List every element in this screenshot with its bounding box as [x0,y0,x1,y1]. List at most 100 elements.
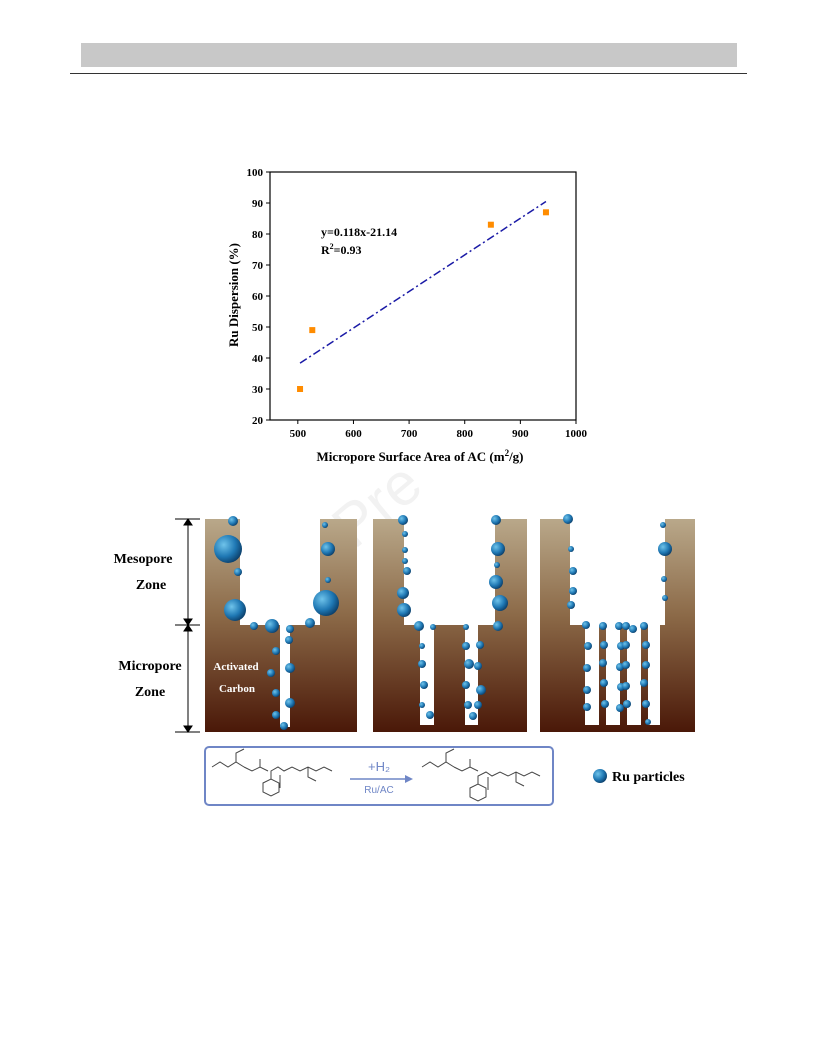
ru-particle [640,622,648,630]
ru-particle [397,587,409,599]
activated-label: Activated [213,661,258,673]
data-point [542,209,549,216]
reactant-structure [211,748,333,797]
ru-particle [642,700,650,708]
ru-particle [265,619,279,633]
ru-particle [658,542,672,556]
ru-particle [623,700,631,708]
ru-particle [491,542,505,556]
ru-particle [640,679,648,687]
legend-label: Ru particles [612,770,685,785]
ru-particle [402,531,408,537]
ru-particle [234,568,242,576]
x-tick-label: 900 [512,428,529,440]
y-tick-label: 70 [252,260,264,272]
ru-particle [474,701,482,709]
ru-particle [622,661,630,669]
ru-particle [662,595,668,601]
ru-particle [462,642,470,650]
ru-particle [568,546,574,552]
ru-particle [622,622,630,630]
ru-particle [622,682,630,690]
ru-particle [462,681,470,689]
mesopore-zone-label: Zone [136,578,166,593]
carbon-panel-2 [373,519,527,732]
ru-particle [563,514,573,524]
scatter-chart: 500 600 700 800 900 1000 20 30 40 50 60 70 80 90 100 y… [226,167,588,464]
ru-particle [600,679,608,687]
ru-particle [599,622,607,630]
y-tick-label: 40 [252,353,264,365]
ru-particle [397,603,411,617]
x-tick-label: 600 [345,428,362,440]
x-tick-label: 700 [401,428,418,440]
ru-particle [569,587,577,595]
micropore-label: Micropore [118,659,181,674]
header-bar [81,43,737,67]
ru-particle [420,681,428,689]
ru-particle [402,547,408,553]
y-tick-label: 90 [252,198,264,210]
micropore-zone-label: Zone [135,685,165,700]
y-tick-label: 60 [252,291,264,303]
carbon-label: Carbon [219,683,255,695]
data-point [487,221,494,228]
product-structure [421,748,541,802]
ru-particle [642,641,650,649]
ru-particle [645,719,651,725]
catalyst-label: Ru/AC [364,785,393,796]
ru-particle [313,590,339,616]
ru-particle [214,535,242,563]
data-point [309,327,316,334]
ru-particle [583,703,591,711]
carbon-panel-1 [205,519,357,732]
ru-particle [491,515,501,525]
fit-equation: y=0.118x-21.14 [321,225,397,239]
r-squared: R2=0.93 [321,242,362,257]
ru-particle [414,621,424,631]
ru-particle [464,701,472,709]
carbon-panel-3 [540,519,695,732]
ru-particle [476,685,486,695]
ru-particle [426,711,434,719]
ru-particle [660,522,666,528]
ru-particle [228,516,238,526]
ru-particle [583,664,591,672]
ru-particle [398,515,408,525]
ru-particle [584,642,592,650]
ru-particle [661,576,667,582]
y-tick-label: 20 [252,415,264,427]
x-tick-label: 800 [456,428,473,440]
reaction-box [204,746,554,806]
legend-particle-icon [593,769,607,783]
ru-particle [272,689,280,697]
ru-particle [601,700,609,708]
ru-particle [280,722,288,730]
ru-particle [616,704,624,712]
ru-particle [582,621,590,629]
ru-particle [476,641,484,649]
ru-particle [567,601,575,609]
plot-frame [269,171,577,421]
ru-particle [430,624,436,630]
ru-particle [321,542,335,556]
ru-particle [569,567,577,575]
ru-particle [463,624,469,630]
ru-particle [322,522,328,528]
ru-particle [494,562,500,568]
x-tick-label: 500 [290,428,307,440]
ru-particle [474,662,482,670]
ru-particle [489,575,503,589]
x-tick-label: 1000 [565,428,588,440]
ru-particle [599,659,607,667]
y-axis-label: Ru Dispersion (%) [226,243,241,347]
ru-particle [622,641,630,649]
y-tick-label: 30 [252,384,264,396]
data-point [297,386,304,392]
mesopore-label: Mesopore [114,552,173,567]
ru-particle [600,641,608,649]
ru-particle [642,661,650,669]
y-tick-label: 50 [252,322,264,334]
y-tick-label: 100 [247,167,264,179]
ru-particle [583,686,591,694]
